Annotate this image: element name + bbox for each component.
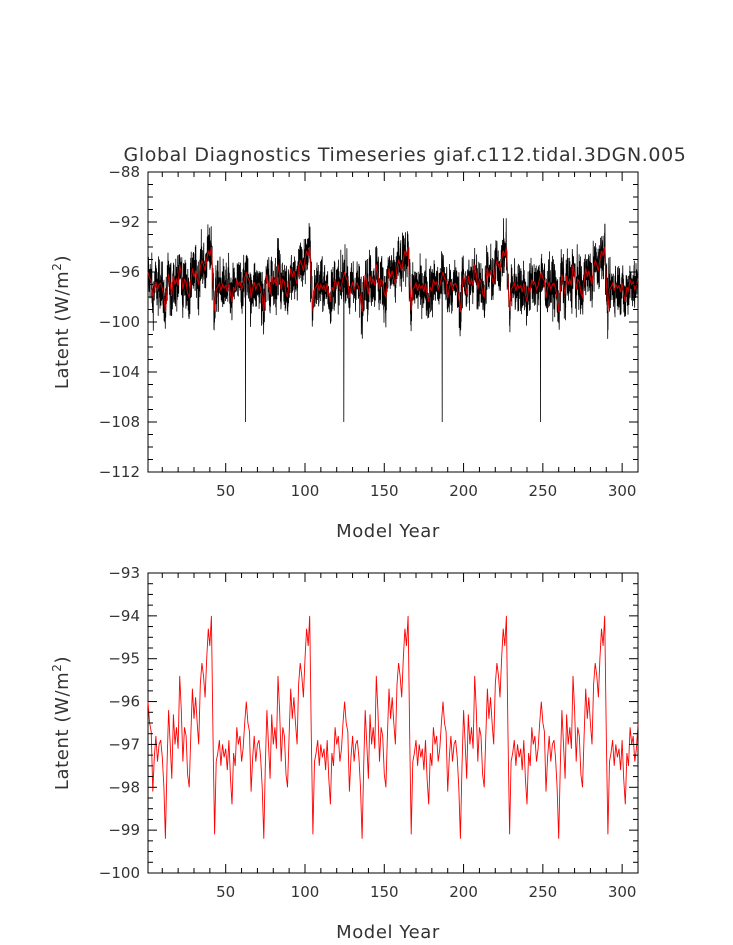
chart-title: Global Diagnostics Timeseries giaf.c112.… [124, 144, 687, 166]
y-tick-label: −108 [99, 413, 140, 431]
y-tick-label: −99 [108, 821, 140, 839]
plot-frame [147, 171, 639, 473]
series-annual-mean-line [147, 246, 639, 313]
x-tick-label: 300 [608, 883, 637, 901]
y-tick-label: −92 [108, 213, 140, 231]
y-tick-label: −104 [99, 363, 140, 381]
x-axis-label: Model Year [336, 922, 440, 943]
x-tick-label: 50 [216, 482, 235, 500]
chart-panel-2: 50 100 150 200 250 300 −100 −99 −98 −97 −96 −95 −94 −… [50, 564, 639, 943]
y-axis-label: Latent (W/m2) [50, 255, 73, 389]
series-monthly-line [147, 218, 639, 423]
x-axis-label: Model Year [336, 521, 440, 542]
y-tick-label: −97 [108, 735, 140, 753]
y-tick-label: −93 [108, 564, 140, 582]
x-tick-label: 200 [449, 883, 478, 901]
y-tick-label: −100 [99, 313, 140, 331]
series-annual-mean-line [147, 615, 639, 839]
x-tick-label: 50 [216, 883, 235, 901]
y-tick-label: −100 [99, 864, 140, 882]
y-tick-label: −94 [108, 607, 140, 625]
y-tick-label: −95 [108, 650, 140, 668]
x-tick-label: 100 [291, 883, 320, 901]
x-tick-label: 150 [370, 482, 399, 500]
x-tick-label: 300 [608, 482, 637, 500]
y-tick-label: −112 [99, 463, 140, 481]
y-tick-label: −88 [108, 163, 140, 181]
x-tick-label: 250 [529, 883, 558, 901]
x-tick-label: 150 [370, 883, 399, 901]
x-tick-label: 250 [529, 482, 558, 500]
x-tick-label: 200 [449, 482, 478, 500]
plot-frame [147, 572, 639, 874]
y-tick-label: −98 [108, 778, 140, 796]
y-tick-label: −96 [108, 693, 140, 711]
chart-panel-1: Global Diagnostics Timeseries giaf.c112.… [50, 144, 686, 542]
x-tick-label: 100 [291, 482, 320, 500]
y-tick-label: −96 [108, 263, 140, 281]
y-axis-label: Latent (W/m2) [50, 656, 73, 790]
